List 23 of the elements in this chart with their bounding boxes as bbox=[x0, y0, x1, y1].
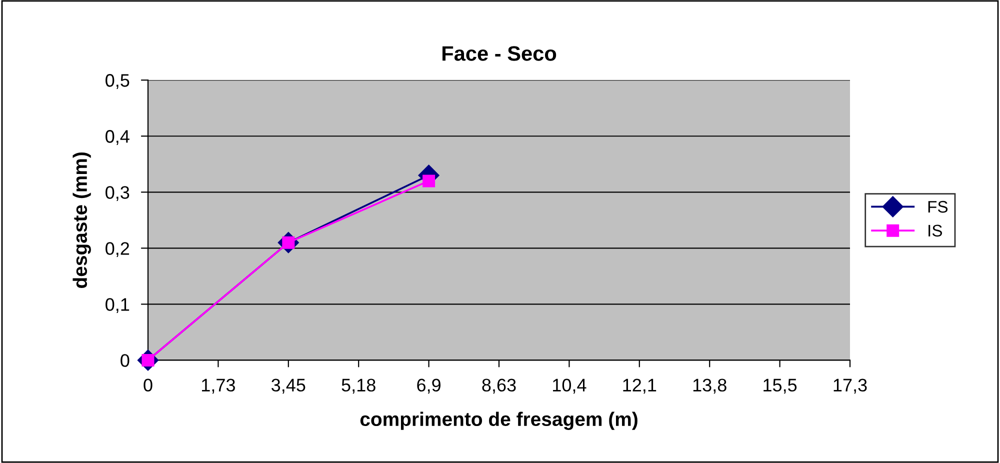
x-tick-label: 3,45 bbox=[272, 378, 306, 394]
y-tick-label: 0,5 bbox=[106, 74, 130, 89]
y-tick-label: 0,2 bbox=[106, 242, 130, 258]
y-axis-title: desgaste (mm) bbox=[72, 152, 91, 288]
x-tick-label: 1,73 bbox=[202, 378, 235, 394]
x-tick-label: 8,63 bbox=[482, 378, 516, 394]
y-tick-label: 0 bbox=[120, 354, 130, 367]
chart-title: Face - Seco bbox=[442, 46, 556, 61]
x-tick-label: 15,5 bbox=[764, 378, 797, 394]
legend-label: FS bbox=[928, 200, 948, 213]
y-tick-label: 0,3 bbox=[106, 186, 130, 201]
x-tick-label: 13,8 bbox=[693, 378, 726, 394]
x-tick-label: 0 bbox=[144, 378, 152, 392]
point bbox=[422, 174, 436, 188]
x-tick-label: 17,3 bbox=[834, 378, 867, 394]
x-tick-label: 6,9 bbox=[417, 378, 440, 394]
x-tick-label: 12,1 bbox=[623, 378, 656, 394]
y-tick-label: 0,4 bbox=[106, 130, 130, 145]
x-tick-label: 5,18 bbox=[342, 378, 376, 394]
x-tick-label: 10,4 bbox=[553, 378, 586, 394]
legend-label: IS bbox=[928, 224, 942, 237]
x-axis-title: comprimento de fresagem (m) bbox=[360, 412, 638, 430]
y-tick-label: 0,1 bbox=[106, 298, 130, 314]
